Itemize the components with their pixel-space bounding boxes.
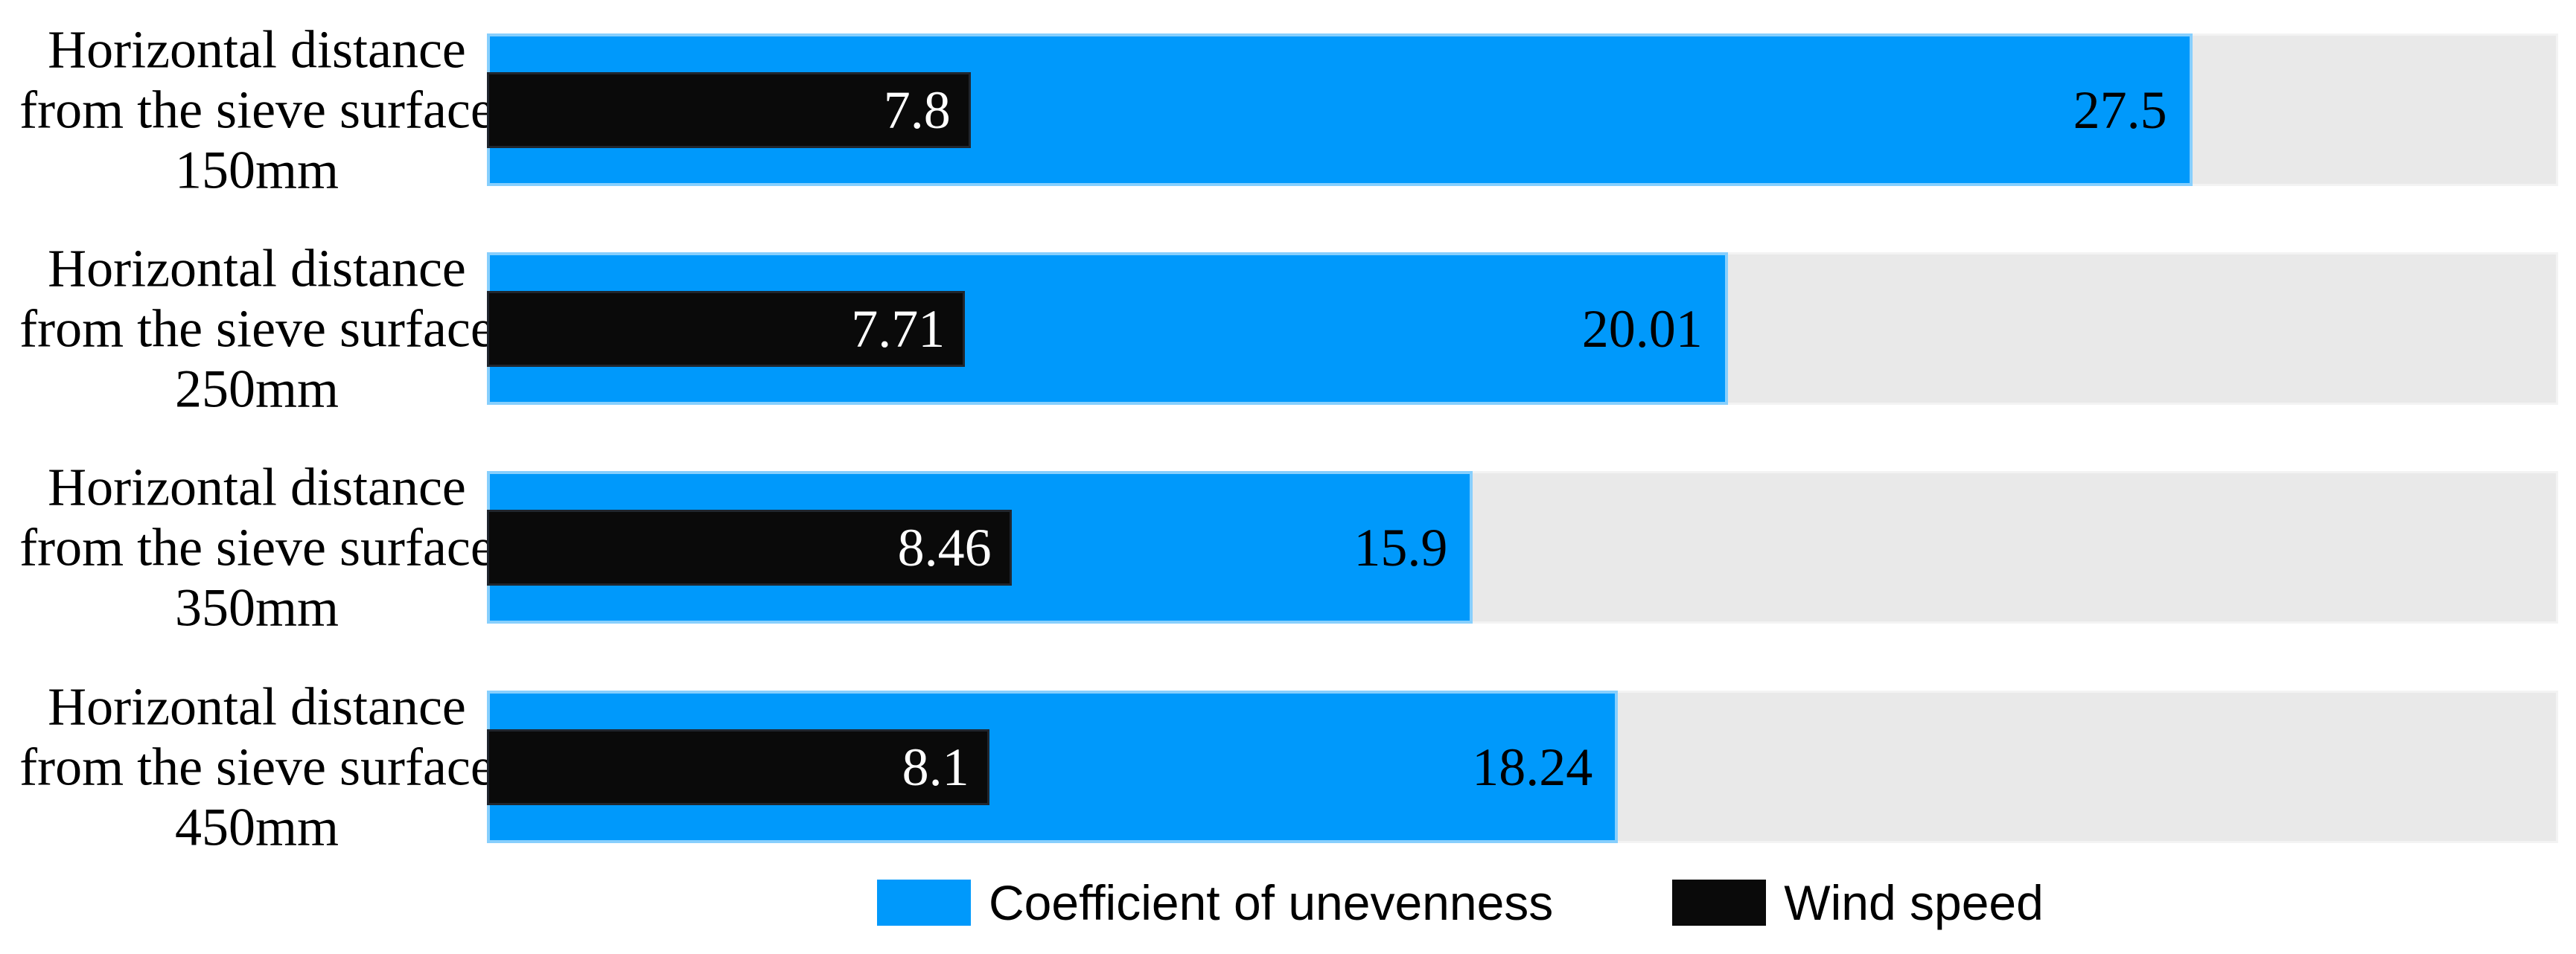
bar-wind-speed: 8.1 [487, 729, 989, 805]
legend-label: Coefficient of unevenness [989, 875, 1554, 930]
bar-group-150mm: Horizontal distance from the sieve surfa… [0, 19, 2576, 199]
bar-wind-speed: 8.46 [487, 509, 1012, 586]
category-label-line: Horizontal distance [48, 457, 466, 516]
category-label-line: Horizontal distance [48, 676, 466, 736]
category-label-350mm: Horizontal distance from the sieve surfa… [7, 457, 506, 638]
legend-item-wind-speed: Wind speed [1672, 878, 2044, 927]
category-label-line: 350mm [174, 577, 339, 637]
bar-value-label: 27.5 [2073, 80, 2167, 140]
category-label-250mm: Horizontal distance from the sieve surfa… [7, 238, 506, 419]
bar-value-label: 18.24 [1472, 737, 1593, 797]
bar-value-label: 7.71 [851, 298, 946, 359]
category-label-line: from the sieve surface [19, 737, 494, 796]
category-label-line: Horizontal distance [48, 19, 466, 79]
bar-track: 27.5 7.8 [487, 33, 2558, 186]
legend-swatch-blue [877, 880, 971, 926]
category-label-line: 250mm [174, 359, 339, 418]
legend: Coefficient of unevenness Wind speed [877, 878, 2044, 927]
bar-wind-speed: 7.71 [487, 290, 966, 367]
category-label-150mm: Horizontal distance from the sieve surfa… [7, 19, 506, 200]
category-label-line: 450mm [174, 797, 339, 857]
category-label-line: 150mm [174, 140, 339, 199]
bar-wind-speed: 7.8 [487, 71, 971, 148]
category-label-line: from the sieve surface [19, 80, 494, 139]
bar-value-label: 8.1 [902, 737, 969, 797]
bar-track: 18.24 8.1 [487, 691, 2558, 843]
legend-label: Wind speed [1784, 875, 2044, 930]
bar-track: 15.9 8.46 [487, 471, 2558, 624]
bar-value-label: 15.9 [1354, 517, 1448, 577]
category-label-450mm: Horizontal distance from the sieve surfa… [7, 676, 506, 857]
category-label-line: from the sieve surface [19, 517, 494, 577]
bar-track: 20.01 7.71 [487, 252, 2558, 405]
legend-item-coefficient-of-unevenness: Coefficient of unevenness [877, 878, 1553, 927]
bar-value-label: 7.8 [883, 80, 951, 140]
bar-value-label: 8.46 [897, 517, 992, 577]
legend-swatch-black [1672, 880, 1767, 926]
bar-group-250mm: Horizontal distance from the sieve surfa… [0, 238, 2576, 418]
category-label-line: from the sieve surface [19, 298, 494, 358]
bar-value-label: 20.01 [1581, 298, 1703, 359]
bar-group-450mm: Horizontal distance from the sieve surfa… [0, 676, 2576, 857]
bar-group-350mm: Horizontal distance from the sieve surfa… [0, 457, 2576, 637]
category-label-line: Horizontal distance [48, 238, 466, 298]
